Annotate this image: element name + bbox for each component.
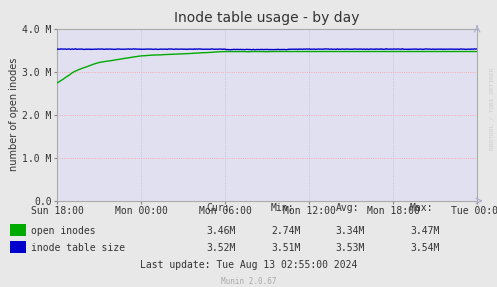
Text: Min:: Min: (271, 203, 294, 213)
Y-axis label: number of open inodes: number of open inodes (9, 58, 19, 172)
Text: 3.51M: 3.51M (271, 243, 300, 253)
Text: Avg:: Avg: (335, 203, 359, 213)
Text: 3.52M: 3.52M (206, 243, 236, 253)
Text: Max:: Max: (410, 203, 433, 213)
Title: Inode table usage - by day: Inode table usage - by day (174, 11, 360, 25)
Text: Last update: Tue Aug 13 02:55:00 2024: Last update: Tue Aug 13 02:55:00 2024 (140, 261, 357, 270)
Text: 3.53M: 3.53M (335, 243, 365, 253)
Text: 2.74M: 2.74M (271, 226, 300, 236)
Text: 3.34M: 3.34M (335, 226, 365, 236)
Text: Cur:: Cur: (206, 203, 230, 213)
Text: 3.54M: 3.54M (410, 243, 439, 253)
Text: open inodes: open inodes (31, 226, 95, 236)
Text: RRDTOOL / TOBI OETIKER: RRDTOOL / TOBI OETIKER (490, 68, 495, 150)
Text: inode table size: inode table size (31, 243, 125, 253)
Text: 3.46M: 3.46M (206, 226, 236, 236)
Text: 3.47M: 3.47M (410, 226, 439, 236)
Text: Munin 2.0.67: Munin 2.0.67 (221, 277, 276, 286)
